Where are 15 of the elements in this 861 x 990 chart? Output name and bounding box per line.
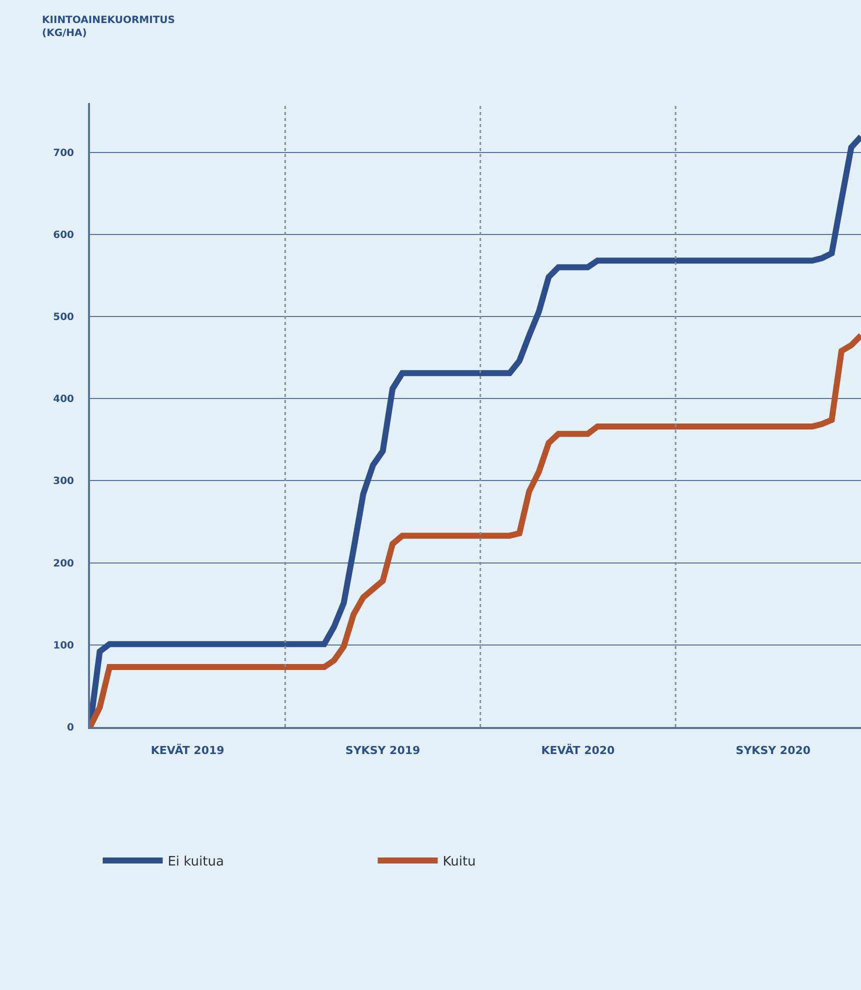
y-tick-label: 700 [53, 148, 74, 159]
y-tick-label: 200 [53, 558, 74, 570]
legend-label: Ei kuitua [168, 854, 224, 870]
y-tick-label: 0 [67, 722, 74, 734]
x-tick-label: KEVÄT 2020 [541, 743, 616, 758]
x-tick-label: SYKSY 2019 [345, 744, 420, 758]
x-tick-label: KEVÄT 2019 [150, 743, 224, 758]
legend-label: Kuitu [442, 854, 476, 870]
x-tick-label: SYKSY 2020 [736, 744, 811, 758]
y-tick-label: 300 [53, 476, 74, 488]
y-tick-label: 600 [53, 230, 74, 241]
y-tick-label: 100 [53, 640, 74, 652]
text: KIINTOAINEKUORMITUS (KG/HA) [42, 15, 175, 39]
y-tick-label: 500 [53, 312, 74, 323]
y-tick-label: 400 [53, 394, 74, 406]
